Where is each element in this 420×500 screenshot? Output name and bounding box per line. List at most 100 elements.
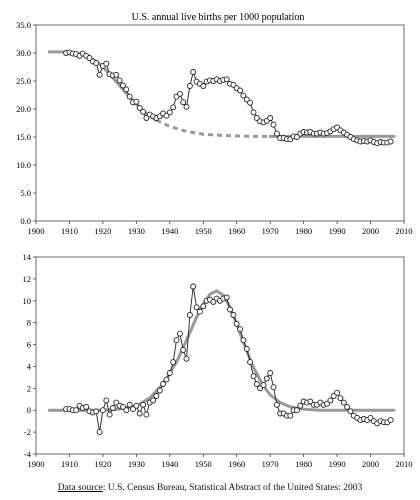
- bottom-data-point: [307, 398, 314, 405]
- top-x-tick-label: 1900: [28, 226, 45, 236]
- top-x-tick-label: 1960: [228, 226, 245, 236]
- bottom-data-point: [133, 402, 140, 409]
- bottom-data-point: [270, 384, 277, 391]
- bottom-x-tick-label: 1940: [161, 459, 178, 469]
- bottom-x-tick-label: 2010: [396, 459, 413, 469]
- bottom-data-point: [176, 330, 183, 337]
- top-data-point: [190, 69, 197, 75]
- bottom-data-point: [334, 389, 341, 396]
- bottom-y-tick-label: 10: [23, 296, 32, 306]
- bottom-x-tick-label: 1920: [94, 459, 111, 469]
- bottom-data-point: [297, 402, 304, 409]
- top-data-point: [223, 76, 230, 83]
- bottom-data-point: [247, 359, 254, 366]
- bottom-data-point: [166, 370, 173, 376]
- bottom-x-tick-label: 1910: [61, 459, 78, 469]
- top-data-point: [170, 104, 177, 111]
- bottom-data-point: [387, 417, 394, 424]
- top-data-point: [136, 104, 143, 111]
- bottom-data-point: [136, 410, 143, 417]
- bottom-data-point: [263, 375, 270, 382]
- top-x-tick-label: 1950: [195, 226, 212, 236]
- bottom-data-point: [180, 347, 187, 353]
- bottom-data-point: [103, 397, 110, 404]
- bottom-data-point: [210, 298, 217, 305]
- bottom-data-point: [293, 407, 300, 414]
- top-x-tick-label: 1920: [94, 226, 111, 236]
- top-x-tick-label: 1910: [61, 226, 78, 236]
- bottom-data-point: [106, 411, 113, 418]
- top-x-tick-label: 1990: [329, 226, 346, 236]
- source-note: Data source: U.S. Census Bureau, Statist…: [0, 483, 420, 493]
- bottom-data-point: [96, 429, 103, 436]
- bottom-data-point: [227, 306, 233, 313]
- top-x-tick-label: 1940: [161, 226, 178, 236]
- bottom-data-point: [237, 326, 244, 333]
- bottom-y-tick-label: 4: [27, 361, 32, 371]
- bottom-data-point: [223, 294, 230, 301]
- bottom-data-point: [73, 407, 80, 414]
- bottom-data-point: [130, 406, 136, 413]
- bottom-data-point: [160, 381, 167, 387]
- bottom-x-tick-label: 1950: [195, 459, 212, 469]
- bottom-x-tick-label: 1990: [329, 459, 346, 469]
- top-fit-curve-dashed: [155, 118, 271, 138]
- bottom-data-point: [340, 399, 347, 406]
- bottom-data-point: [367, 414, 374, 421]
- bottom-data-point: [193, 304, 200, 311]
- top-data-point: [166, 109, 173, 116]
- bottom-data-point: [287, 412, 294, 419]
- source-label: Data source: [57, 483, 103, 493]
- bottom-data-point: [123, 407, 130, 414]
- bottom-data-point: [143, 411, 150, 418]
- bottom-data-point: [347, 408, 354, 415]
- bottom-data-point: [243, 345, 250, 352]
- top-data-point: [387, 138, 394, 145]
- top-data-point: [140, 108, 147, 115]
- bottom-data-point: [196, 308, 203, 315]
- bottom-fit-curve: [47, 289, 396, 412]
- top-x-tick-label: 2010: [396, 226, 413, 236]
- bottom-data-point: [150, 397, 157, 404]
- bottom-data-point: [126, 401, 133, 408]
- bottom-x-tick-label: 1970: [262, 459, 279, 469]
- top-data-point: [113, 71, 120, 78]
- top-y-tick-label: 35.0: [16, 20, 31, 30]
- bottom-data-point: [140, 401, 147, 408]
- bottom-y-tick-label: -2: [24, 427, 31, 437]
- bottom-x-tick-label: 1930: [128, 459, 145, 469]
- top-data-point: [133, 98, 140, 105]
- chart-title: U.S. annual live births per 1000 populat…: [132, 12, 305, 23]
- top-y-tick-label: 25.0: [16, 76, 31, 86]
- bottom-data-point: [99, 407, 106, 414]
- bottom-y-tick-label: 14: [23, 252, 32, 262]
- top-data-point: [93, 60, 100, 67]
- top-data-point: [120, 82, 126, 89]
- top-y-tick-label: 10.0: [16, 160, 31, 170]
- bottom-data-point: [93, 408, 100, 415]
- top-data-point: [143, 115, 150, 121]
- bottom-data-point: [260, 382, 267, 389]
- top-y-tick-label: 5.0: [20, 188, 31, 198]
- top-data-point: [247, 99, 254, 106]
- bottom-data-point: [230, 312, 237, 318]
- bottom-y-tick-label: -4: [24, 449, 32, 459]
- top-data-point: [126, 93, 133, 100]
- bottom-data-point: [183, 355, 190, 362]
- top-data-point: [237, 87, 244, 94]
- bottom-plot-frame: [35, 256, 405, 455]
- top-data-point: [86, 55, 93, 61]
- bottom-x-tick-label: 2000: [362, 459, 379, 469]
- bottom-data-point: [250, 373, 257, 380]
- top-data-point: [186, 83, 193, 89]
- bottom-data-point: [240, 337, 247, 344]
- top-data-point: [123, 86, 130, 93]
- bottom-data-point: [170, 359, 177, 366]
- bottom-data-point: [83, 403, 90, 410]
- top-data-point: [176, 90, 183, 97]
- top-x-tick-label: 1930: [128, 226, 145, 236]
- top-x-tick-label: 2000: [362, 226, 379, 236]
- bottom-x-tick-label: 1980: [295, 459, 312, 469]
- bottom-chart: -4 -2 0 2 4 6 8 10 12 14 1900 1910 1920 1930 1940 1950 1…: [23, 252, 413, 469]
- top-data-point: [200, 83, 207, 89]
